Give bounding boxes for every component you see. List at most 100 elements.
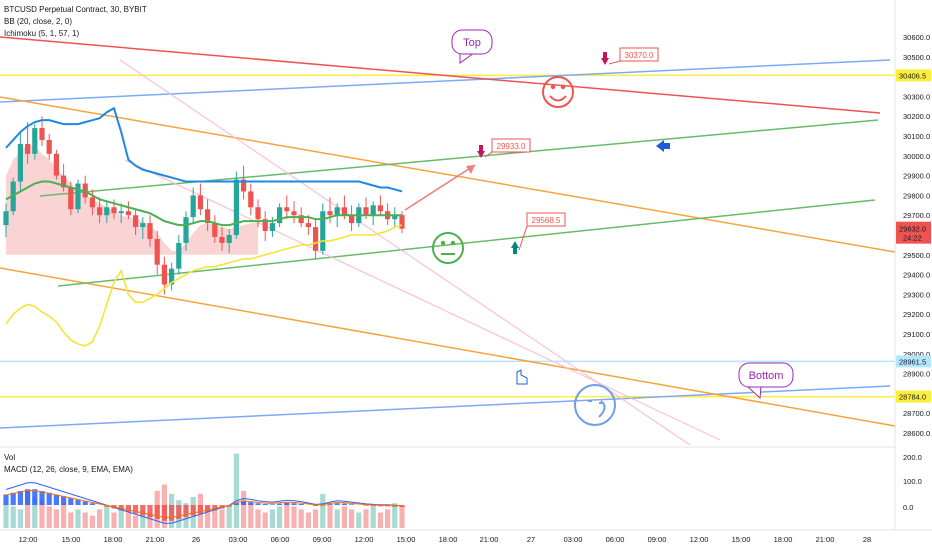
candle-body bbox=[226, 235, 232, 243]
projection-arrow bbox=[404, 164, 476, 211]
price-label-mid: 28961.5 bbox=[896, 355, 931, 368]
candle-body bbox=[39, 128, 45, 140]
bollinger-upper-line bbox=[5, 106, 403, 193]
time-tick-label: 26 bbox=[192, 535, 200, 544]
trend-line-orange-lower bbox=[0, 267, 896, 427]
face-sad-icon-outline bbox=[574, 384, 616, 426]
volume-bar bbox=[205, 506, 211, 528]
price-tick-label: 30600.0 bbox=[903, 33, 930, 42]
volume-bar bbox=[341, 506, 347, 528]
macd-histogram-bar bbox=[75, 499, 81, 505]
candle-body bbox=[255, 207, 261, 220]
candle-body bbox=[53, 153, 59, 176]
legend-ichimoku[interactable]: Ichimoku (5, 1, 57, 1) bbox=[4, 29, 80, 38]
candle-body bbox=[46, 139, 52, 154]
legend-bb[interactable]: BB (20, close, 2, 0) bbox=[4, 17, 73, 26]
price-label-bottom-text: 28784.0 bbox=[899, 393, 926, 402]
trend-line-blue-lower bbox=[0, 385, 891, 429]
time-tick-label: 12:00 bbox=[355, 535, 374, 544]
volume-bar bbox=[291, 506, 297, 528]
macd-histogram-bar bbox=[248, 502, 254, 505]
macd-histogram-bar bbox=[3, 494, 9, 505]
face-neutral-icon-eye bbox=[440, 240, 446, 246]
candle-body bbox=[320, 211, 326, 251]
macd-histogram-bar bbox=[118, 505, 124, 511]
macd-line bbox=[5, 482, 403, 524]
volume-bar bbox=[277, 506, 283, 528]
time-tick-label: 18:00 bbox=[104, 535, 123, 544]
trend-line-green-lower bbox=[57, 199, 876, 287]
price-tick-label: 30100.0 bbox=[903, 132, 930, 141]
candle-body bbox=[349, 215, 355, 224]
volume-bar bbox=[298, 509, 304, 528]
target-tag-high-leader bbox=[608, 60, 621, 65]
macd-histogram-bar bbox=[277, 503, 283, 505]
price-tick-label: 29200.0 bbox=[903, 310, 930, 319]
face-neutral-icon bbox=[432, 232, 464, 264]
price-label-mid-bg bbox=[896, 355, 931, 368]
candle-body bbox=[161, 264, 167, 285]
macd-histogram-bar bbox=[183, 505, 189, 518]
price-label-top: 30406.5 bbox=[896, 69, 931, 82]
candle-body bbox=[377, 205, 383, 212]
macd-histogram-bar bbox=[39, 491, 45, 505]
candle-body bbox=[25, 143, 31, 154]
time-axis[interactable]: 12:00 15:00 18:00 21:00 26 03:00 06:00 09:00 12:… bbox=[19, 535, 872, 544]
target-tag-mid-label: 29933.0 bbox=[497, 142, 526, 151]
price-label-top-bg bbox=[896, 69, 931, 82]
target-tag-low-label: 29568.5 bbox=[532, 216, 561, 225]
macd-histogram-bar bbox=[125, 505, 131, 512]
price-label-bottom-bg bbox=[896, 390, 931, 403]
indicator-tick-label: 0.0 bbox=[903, 503, 913, 512]
candle-body bbox=[125, 211, 131, 216]
face-happy-icon bbox=[542, 76, 574, 108]
volume-bar bbox=[133, 515, 139, 528]
price-label-top-text: 30406.5 bbox=[899, 71, 926, 80]
macd-histogram-bar bbox=[341, 503, 347, 505]
callout-top-label: Top bbox=[463, 37, 481, 49]
time-tick-label: 21:00 bbox=[480, 535, 499, 544]
macd-histogram-bar bbox=[190, 505, 196, 516]
hand-cursor-icon bbox=[516, 369, 528, 385]
candle-body bbox=[140, 223, 146, 228]
candle-body bbox=[133, 215, 139, 228]
macd-histogram-bar bbox=[197, 505, 203, 514]
target-tag-low-arrow-icon bbox=[511, 241, 519, 248]
volume-bar bbox=[320, 493, 326, 528]
volume-bar bbox=[219, 509, 225, 528]
volume-bar bbox=[305, 512, 311, 528]
volume-bar bbox=[32, 497, 38, 528]
trend-line-green-upper bbox=[39, 119, 879, 197]
target-tag-mid-arrow-stem bbox=[479, 145, 483, 151]
legend-macd[interactable]: MACD (12, 26, close, 9, EMA, EMA) bbox=[4, 465, 133, 474]
macd-histogram-bar bbox=[363, 505, 369, 506]
price-axis[interactable]: 30600.030500.030400.030300.030200.030100… bbox=[896, 33, 931, 512]
callout-top[interactable]: Top bbox=[451, 29, 493, 64]
price-label-bottom: 28784.0 bbox=[896, 390, 931, 403]
callout-bottom[interactable]: Bottom bbox=[738, 362, 794, 400]
volume-bar bbox=[349, 509, 355, 528]
volume-bar bbox=[334, 509, 340, 528]
price-tick-label: 28900.0 bbox=[903, 370, 930, 379]
annotations[interactable]: Top Bottom 30370.0 29933.0 29568.5 bbox=[432, 29, 794, 426]
legend-symbol[interactable]: BTCUSD Perpetual Contract, 30, BYBIT bbox=[4, 5, 147, 14]
price-label-last-bg bbox=[896, 221, 931, 244]
macd-histogram-bar bbox=[269, 504, 275, 505]
volume-bar bbox=[255, 509, 261, 528]
volume-bar bbox=[89, 515, 95, 528]
time-tick-label: 18:00 bbox=[774, 535, 793, 544]
target-tag-low: 29568.5 bbox=[511, 212, 566, 254]
macd-histogram-bar bbox=[320, 505, 326, 506]
macd-histogram-bar bbox=[327, 504, 333, 505]
macd-histogram-bar bbox=[370, 505, 376, 507]
face-happy-icon-outline bbox=[542, 76, 574, 108]
legend-vol[interactable]: Vol bbox=[4, 453, 16, 462]
candle-body bbox=[111, 207, 117, 214]
candle-body bbox=[212, 223, 218, 237]
trend-lines[interactable] bbox=[0, 36, 896, 446]
macd-histogram-bar bbox=[68, 498, 74, 505]
volume-bar bbox=[46, 506, 52, 528]
price-tick-label: 30200.0 bbox=[903, 112, 930, 121]
volume-bar bbox=[140, 509, 146, 528]
